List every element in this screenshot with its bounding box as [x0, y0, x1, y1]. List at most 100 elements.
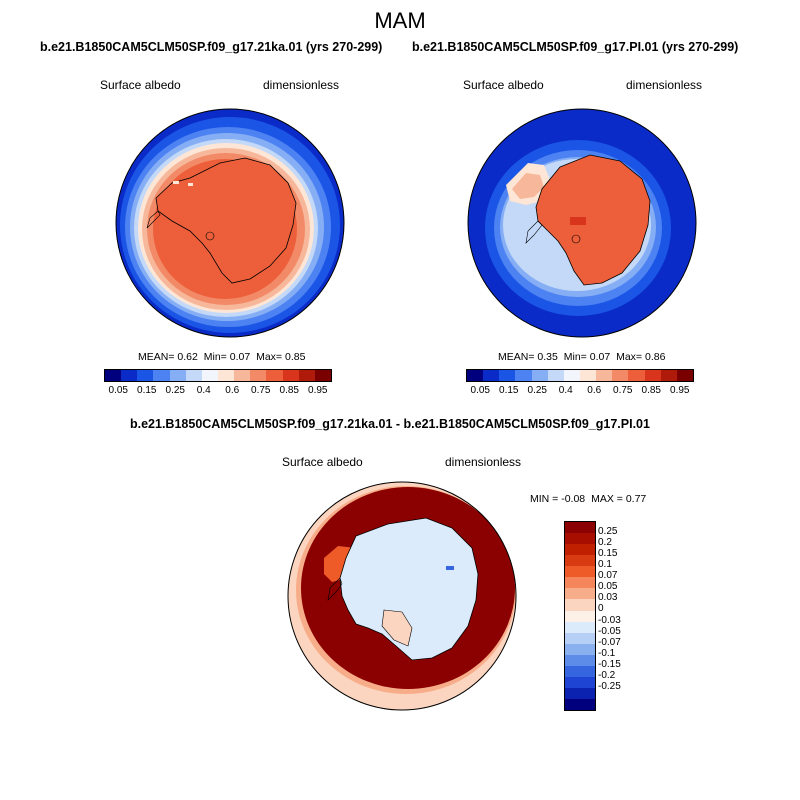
colorbar-swatch [153, 370, 170, 381]
colorbar-swatch [483, 370, 500, 381]
antarctica-coastline [535, 154, 651, 286]
colorbar-swatch [314, 370, 331, 381]
panel1-stats: MEAN= 0.62 Min= 0.07 Max= 0.85 [138, 351, 306, 363]
colorbar-tick-label: 0.6 [587, 385, 602, 396]
colorbar-swatch [547, 370, 564, 381]
colorbar-swatch [565, 577, 595, 589]
colorbar-swatch [169, 370, 186, 381]
colorbar-tick-label: -0.03 [598, 614, 621, 626]
colorbar-tick-label: 0.2 [598, 537, 612, 549]
colorbar-tick-label: -0.2 [598, 669, 616, 681]
colorbar-tick-label: 0.95 [670, 385, 690, 396]
colorbar-swatch [565, 544, 595, 556]
panel2-variable-label: Surface albedo [463, 78, 544, 92]
diff-max-value: 0.77 [625, 493, 647, 505]
difference-colorbar-ticks: 0.25 0.2 0.15 0.1 0.07 0.05 0.03 0 -0.03 -0.05 -0.… [598, 521, 638, 711]
colorbar-tick-label: 0.95 [308, 385, 328, 396]
panel1-colorbar-ticks: 0.05 0.15 0.25 0.4 0.6 0.75 0.85 0.95 [104, 385, 332, 399]
colorbar-tick-label: 0.75 [251, 385, 271, 396]
colorbar-tick-label: 0.15 [598, 548, 618, 560]
panel1-min-value: 0.07 [229, 351, 251, 363]
colorbar-swatch [515, 370, 532, 381]
colorbar-swatch [644, 370, 661, 381]
antarctic-peninsula-outline [327, 577, 343, 601]
colorbar-swatch [467, 370, 484, 381]
antarctic-peninsula-outline [146, 210, 161, 229]
colorbar-swatch [612, 370, 629, 381]
colorbar-swatch [565, 588, 595, 600]
colorbar-swatch [250, 370, 267, 381]
panel2-polar-map [467, 108, 697, 338]
colorbar-tick-label: 0.4 [196, 385, 211, 396]
panel1-max-value: 0.85 [284, 351, 306, 363]
colorbar-swatch [217, 370, 235, 381]
panel2-max-value: 0.86 [644, 351, 666, 363]
colorbar-swatch [676, 370, 693, 381]
ross-ice-shelf [381, 609, 413, 647]
colorbar-swatch [266, 370, 283, 381]
colorbar-swatch [201, 370, 218, 381]
colorbar-tick-label: 0.85 [641, 385, 661, 396]
difference-polar-map [287, 481, 517, 711]
colorbar-swatch [596, 370, 613, 381]
diff-min-value: -0.08 [561, 493, 586, 505]
colorbar-tick-label: 0.25 [165, 385, 185, 396]
colorbar-swatch [105, 370, 122, 381]
colorbar-swatch [565, 699, 595, 711]
colorbar-swatch [185, 370, 202, 381]
colorbar-tick-label: -0.07 [598, 636, 621, 648]
colorbar-tick-label: 0.05 [598, 581, 618, 593]
colorbar-tick-label: 0.4 [558, 385, 573, 396]
panel1-polar-map [115, 108, 345, 338]
colorbar-swatch [565, 555, 595, 567]
antarctic-peninsula-outline [525, 220, 543, 244]
colorbar-tick-label: 0.15 [499, 385, 519, 396]
colorbar-swatch [563, 370, 580, 381]
diff-units-label: dimensionless [445, 455, 522, 469]
colorbar-tick-label: -0.15 [598, 658, 621, 670]
colorbar-swatch [565, 687, 595, 699]
colorbar-swatch [579, 370, 597, 381]
colorbar-tick-label: 0 [598, 603, 604, 615]
panel1-title: b.e21.B1850CAM5CLM50SP.f09_g17.21ka.01 (… [40, 40, 383, 54]
colorbar-swatch [565, 599, 595, 611]
colorbar-swatch [628, 370, 645, 381]
panel1-units-label: dimensionless [263, 78, 340, 92]
colorbar-swatch [499, 370, 516, 381]
panel2-colorbar [466, 369, 694, 382]
colorbar-tick-label: 0.25 [527, 385, 547, 396]
panel1-variable-label: Surface albedo [100, 78, 181, 92]
diff-stats: MIN = -0.08 MAX = 0.77 [530, 493, 647, 505]
panel2-units-label: dimensionless [626, 78, 703, 92]
panel2-min-value: 0.07 [589, 351, 611, 363]
colorbar-swatch [565, 522, 595, 534]
panel1-mean-value: 0.62 [177, 351, 198, 363]
colorbar-tick-label: -0.25 [598, 680, 621, 692]
colorbar-swatch [565, 665, 595, 677]
colorbar-tick-label: 0.6 [225, 385, 240, 396]
colorbar-tick-label: 0.85 [279, 385, 299, 396]
figure-title: MAM [374, 8, 426, 33]
colorbar-swatch [531, 370, 548, 381]
colorbar-tick-label: 0.05 [470, 385, 490, 396]
colorbar-swatch [137, 370, 154, 381]
colorbar-tick-label: 0.1 [598, 559, 612, 571]
colorbar-tick-label: 0.05 [108, 385, 128, 396]
colorbar-swatch [565, 566, 595, 578]
colorbar-tick-label: 0.03 [598, 592, 618, 604]
colorbar-tick-label: 0.25 [598, 526, 618, 538]
panel1-colorbar [104, 369, 332, 382]
colorbar-swatch [565, 654, 595, 666]
panel2-title: b.e21.B1850CAM5CLM50SP.f09_g17.PI.01 (yr… [412, 40, 739, 54]
colorbar-swatch [234, 370, 251, 381]
antarctica-coastline [155, 157, 297, 284]
panel2-colorbar-ticks: 0.05 0.15 0.25 0.4 0.6 0.75 0.85 0.95 [466, 385, 694, 399]
colorbar-tick-label: 0.15 [137, 385, 157, 396]
panel2-mean-value: 0.35 [537, 351, 558, 363]
colorbar-swatch [565, 610, 595, 622]
colorbar-tick-label: -0.1 [598, 647, 616, 659]
colorbar-tick-label: 0.75 [613, 385, 633, 396]
colorbar-swatch [298, 370, 315, 381]
colorbar-swatch [565, 632, 595, 644]
difference-colorbar [564, 521, 596, 711]
